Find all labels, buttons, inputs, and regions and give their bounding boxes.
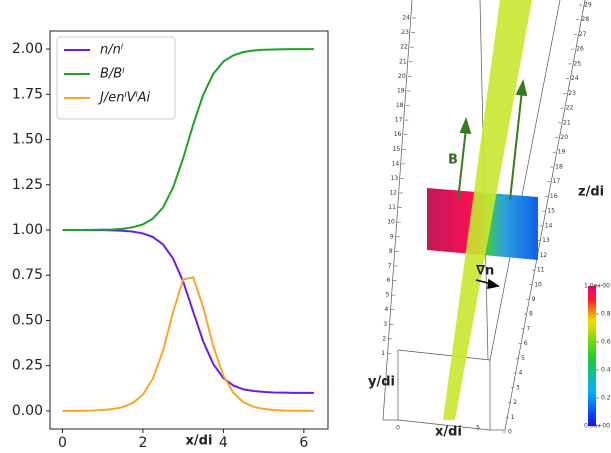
z-tick-label: 17 (395, 117, 403, 124)
y-tick-label: 0.50 (12, 312, 43, 328)
z-tick-label: 21 (563, 119, 571, 126)
legend-label: n/nˡ (100, 43, 124, 58)
colorbar-tick-label: 0.4 (601, 367, 611, 374)
z-tick-label: 5 (521, 355, 525, 362)
z-tick-label: 21 (399, 58, 407, 65)
z-tick-label: 11 (388, 204, 396, 211)
z-tick-label: 19 (397, 87, 405, 94)
x-axis-label-3d: x/di (435, 425, 462, 440)
z-tick-label: 11 (537, 267, 545, 274)
x-tick-label: 2 (138, 435, 147, 451)
z-tick-label: 14 (392, 160, 400, 167)
z-tick-label: 6 (387, 277, 391, 284)
z-tick-label: 27 (579, 31, 587, 38)
z-tick-label: 10 (387, 219, 395, 226)
series-line (62, 276, 314, 412)
line-plot: x/di 0.00 0.25 0.50 0.75 1.00 1.25 1.50 1.75 2.0… (12, 30, 329, 451)
z-tick-label: 0 (508, 429, 512, 436)
density-column (443, 0, 532, 420)
legend-label: B/Bˡ (100, 67, 125, 82)
z-tick-label: 20 (560, 134, 568, 141)
z-tick-label: 7 (526, 325, 530, 332)
z-tick-label: 22 (400, 44, 408, 51)
colorbar-tick-label: 0.2 (601, 395, 611, 402)
y-tick-label: 1.75 (12, 86, 43, 102)
z-tick-label: 15 (393, 146, 401, 153)
z-tick-label: 16 (550, 193, 558, 200)
z-tick-label: 15 (547, 208, 555, 215)
y-tick-label: 0.00 (12, 403, 43, 419)
z-tick-label: 24 (571, 75, 579, 82)
gradient-arrow (475, 278, 500, 289)
z-tick-label: 25 (574, 60, 582, 67)
z-tick-label: 23 (568, 90, 576, 97)
z-tick-label: 19 (558, 149, 566, 156)
x-axis-label: x/di (186, 434, 213, 449)
z-tick-label: 12 (539, 252, 547, 259)
z-tick-label: 22 (566, 105, 574, 112)
x-tick-label: 4 (219, 435, 228, 451)
y-tick-label: 1.00 (12, 222, 43, 238)
colorbar-tick-label: 0.0e+00 (584, 423, 610, 430)
colorbar-tick-label: 1.0e+00 (584, 283, 610, 290)
z-tick-label: 12 (389, 190, 397, 197)
z-tick-label: 6 (524, 340, 528, 347)
series-line (62, 48, 314, 231)
z-tick-label: 4 (518, 370, 522, 377)
z-tick-label: 14 (545, 222, 553, 229)
z-tick-label: 3 (383, 321, 387, 328)
z-tick-label: 9 (532, 296, 536, 303)
y-tick-label: 1.25 (12, 177, 43, 193)
y-axis-label: y/di (368, 375, 395, 390)
x-tick-label-3d: 5 (476, 425, 480, 432)
colorbar (588, 286, 596, 426)
z-tick-label: 1 (511, 414, 515, 421)
z-tick-label: 13 (390, 175, 398, 182)
x-tick-label: 6 (299, 435, 308, 451)
z-tick-label: 10 (534, 281, 542, 288)
z-tick-label: 23 (401, 29, 409, 36)
series-line (62, 229, 314, 394)
z-tick-label: 7 (388, 262, 392, 269)
z-tick-label: 1 (381, 350, 385, 357)
3d-view: B ∇n z/di y/di x/di 12345678910111213141… (368, 0, 611, 440)
z-tick-label: 13 (542, 237, 550, 244)
z-tick-label: 17 (553, 178, 561, 185)
z-tick-label: 18 (396, 102, 404, 109)
z-tick-label: 20 (398, 73, 406, 80)
gradient-label: ∇n (476, 264, 494, 279)
z-tick-label: 2 (382, 335, 386, 342)
field-label: B (448, 153, 458, 168)
z-tick-label: 4 (385, 306, 389, 313)
field-arrows (457, 79, 528, 201)
z-tick-label: 9 (390, 233, 394, 240)
z-tick-label: 29 (584, 2, 592, 9)
legend-label: J/enˡVˡAi (97, 91, 151, 106)
z-tick-label: 18 (555, 163, 563, 170)
z-tick-label: 3 (516, 384, 520, 391)
colorbar-tick-label: 0.6 (601, 339, 611, 346)
z-tick-label: 16 (394, 131, 402, 138)
y-tick-label: 0.75 (12, 267, 43, 283)
x-tick-label: 0 (58, 435, 67, 451)
z-tick-label: 8 (529, 311, 533, 318)
y-tick-label: 2.00 (12, 41, 43, 57)
y-tick-label: 0.25 (12, 358, 43, 374)
colorbar-tick-label: 0.8 (601, 311, 611, 318)
z-tick-label: 26 (576, 46, 584, 53)
y-tick-label: 1.50 (12, 132, 43, 148)
z-tick-label: 24 (402, 15, 410, 22)
z-axis-label: z/di (578, 185, 604, 200)
z-tick-label: 2 (513, 399, 517, 406)
z-tick-label: 8 (389, 248, 393, 255)
z-tick-label: 28 (581, 16, 589, 23)
x-tick-label-3d: 0 (396, 425, 400, 432)
z-tick-label: 5 (386, 292, 390, 299)
